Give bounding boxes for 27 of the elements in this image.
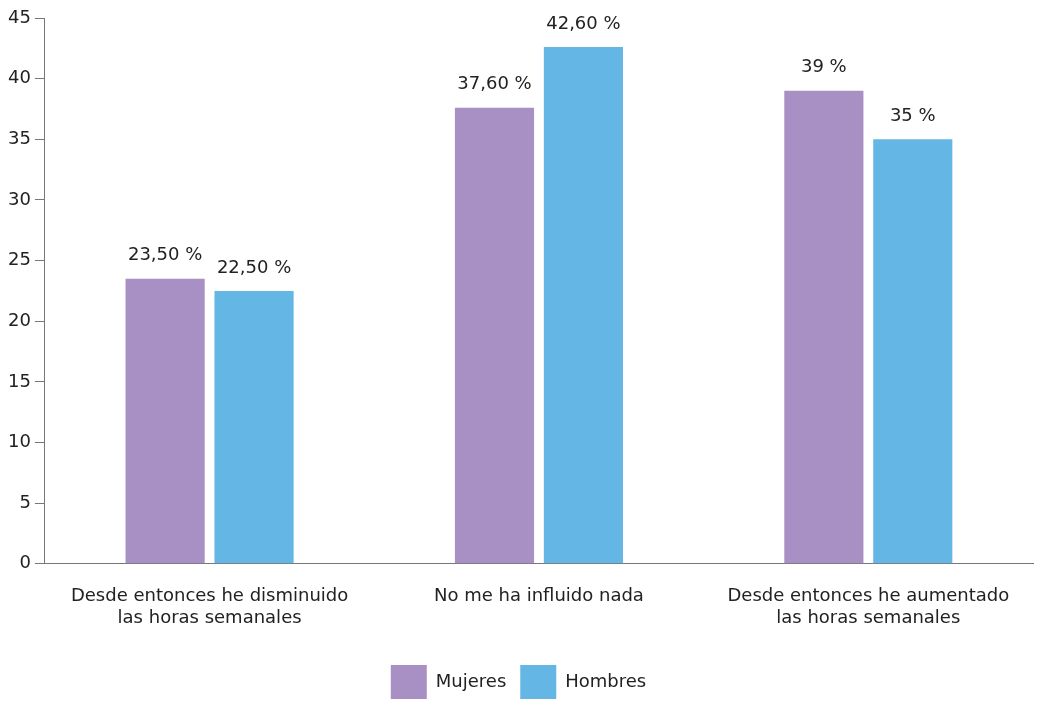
data-label: 37,60 %	[457, 72, 532, 94]
y-tick-label: 5	[19, 490, 31, 512]
legend-label: Hombres	[565, 669, 647, 691]
y-tick-label: 35	[8, 126, 31, 148]
y-tick-label: 0	[19, 551, 31, 573]
legend-label: Mujeres	[435, 669, 507, 691]
data-label: 23,50 %	[127, 243, 203, 265]
data-label: 35 %	[889, 103, 936, 125]
bar	[214, 290, 294, 564]
y-tick-label: 20	[8, 308, 31, 330]
x-tick-label: Desde entonces he aumentado las horas semanales	[727, 584, 1010, 627]
bar	[543, 47, 623, 564]
bar	[784, 90, 864, 564]
bar	[873, 139, 953, 564]
data-label: 22,50 %	[216, 255, 292, 277]
y-tick-label: 30	[8, 187, 31, 209]
y-tick-label: 15	[8, 369, 31, 391]
data-label: 42,60 %	[546, 11, 621, 33]
y-tick-label: 40	[8, 66, 31, 88]
y-tick-label: 45	[8, 5, 31, 27]
x-tick-label: Desde entonces he disminuido las horas semanales	[70, 584, 349, 627]
bar	[125, 278, 205, 564]
y-tick-label: 10	[8, 430, 31, 452]
bar	[454, 107, 535, 564]
x-tick-label: No me ha influido nada	[434, 584, 644, 606]
y-tick-label: 25	[8, 248, 31, 270]
data-label: 39 %	[800, 55, 847, 77]
